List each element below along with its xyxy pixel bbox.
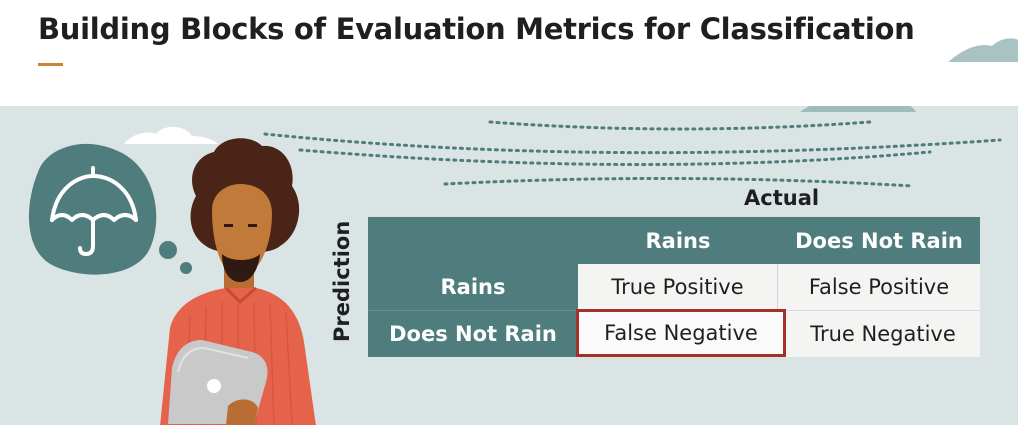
cloud-left	[124, 126, 218, 144]
cell-true-negative: True Negative	[786, 310, 980, 357]
top-right-cloud	[948, 38, 1018, 62]
page-title: Building Blocks of Evaluation Metrics fo…	[38, 12, 915, 46]
umbrella-icon	[50, 166, 138, 256]
row-header-rains: Rains	[368, 264, 578, 310]
scene-background	[0, 106, 1018, 425]
col-header-does-not-rain: Does Not Rain	[778, 217, 980, 264]
cloud-right	[800, 106, 916, 112]
matrix-corner-cell	[368, 217, 578, 264]
title-underline	[38, 63, 63, 66]
cell-false-positive: False Positive	[778, 264, 980, 310]
thought-bubble	[28, 143, 192, 275]
cell-true-positive: True Positive	[578, 264, 778, 310]
prediction-axis-label: Prediction	[330, 220, 354, 342]
wind-line-4	[443, 176, 914, 188]
person-illustration	[160, 138, 316, 425]
wind-line-3	[298, 148, 932, 166]
row-header-does-not-rain: Does Not Rain	[368, 310, 578, 357]
cell-false-negative-highlighted: False Negative	[576, 309, 786, 357]
confusion-matrix: Rains Does Not Rain Rains True Positive …	[368, 217, 980, 357]
col-header-rains: Rains	[578, 217, 778, 264]
wind-line-1	[488, 120, 872, 131]
wind-line-2	[263, 132, 1002, 155]
actual-axis-label: Actual	[744, 186, 820, 210]
